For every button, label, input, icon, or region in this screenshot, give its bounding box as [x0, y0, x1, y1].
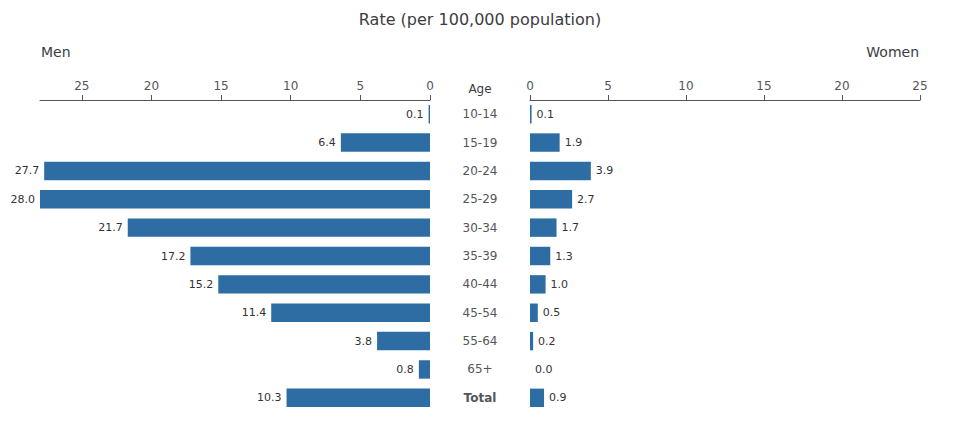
svg-text:1.9: 1.9: [565, 136, 583, 149]
svg-text:1.7: 1.7: [562, 221, 580, 234]
svg-text:5: 5: [357, 79, 365, 93]
svg-text:25: 25: [74, 79, 89, 93]
svg-text:15: 15: [213, 79, 228, 93]
svg-text:0.2: 0.2: [538, 335, 556, 348]
svg-text:20: 20: [834, 79, 849, 93]
svg-text:Total: Total: [464, 391, 497, 405]
svg-text:25: 25: [912, 79, 927, 93]
svg-text:45-54: 45-54: [463, 306, 498, 320]
svg-text:0.0: 0.0: [535, 363, 553, 376]
svg-text:20: 20: [144, 79, 159, 93]
svg-text:10.3: 10.3: [257, 391, 282, 404]
svg-text:Age: Age: [468, 82, 491, 96]
svg-text:25-29: 25-29: [463, 192, 498, 206]
svg-text:30-34: 30-34: [463, 221, 498, 235]
svg-text:15-19: 15-19: [463, 136, 498, 150]
svg-text:65+: 65+: [467, 362, 492, 376]
svg-text:Rate (per 100,000 population): Rate (per 100,000 population): [359, 10, 601, 29]
svg-text:3.8: 3.8: [355, 335, 373, 348]
svg-text:0.1: 0.1: [406, 108, 424, 121]
svg-text:35-39: 35-39: [463, 249, 498, 263]
svg-text:0.1: 0.1: [537, 108, 555, 121]
svg-text:3.9: 3.9: [596, 164, 614, 177]
svg-text:17.2: 17.2: [161, 250, 186, 263]
svg-text:15.2: 15.2: [189, 278, 214, 291]
svg-text:55-64: 55-64: [463, 334, 498, 348]
svg-text:0.9: 0.9: [549, 391, 567, 404]
svg-text:10: 10: [678, 79, 693, 93]
svg-text:6.4: 6.4: [318, 136, 336, 149]
svg-text:10: 10: [283, 79, 298, 93]
svg-text:27.7: 27.7: [15, 164, 40, 177]
svg-text:28.0: 28.0: [11, 193, 36, 206]
svg-text:0: 0: [526, 79, 534, 93]
svg-text:20-24: 20-24: [463, 164, 498, 178]
svg-text:0.5: 0.5: [543, 306, 561, 319]
svg-text:0.8: 0.8: [396, 363, 414, 376]
svg-text:10-14: 10-14: [463, 107, 498, 121]
svg-text:2.7: 2.7: [577, 193, 595, 206]
svg-text:Women: Women: [866, 44, 919, 60]
svg-text:15: 15: [756, 79, 771, 93]
svg-text:1.3: 1.3: [555, 250, 573, 263]
svg-text:0: 0: [426, 79, 434, 93]
svg-text:11.4: 11.4: [242, 306, 267, 319]
svg-text:5: 5: [604, 79, 612, 93]
svg-text:40-44: 40-44: [463, 277, 498, 291]
svg-text:Men: Men: [41, 44, 71, 60]
svg-text:1.0: 1.0: [551, 278, 569, 291]
svg-text:21.7: 21.7: [98, 221, 123, 234]
